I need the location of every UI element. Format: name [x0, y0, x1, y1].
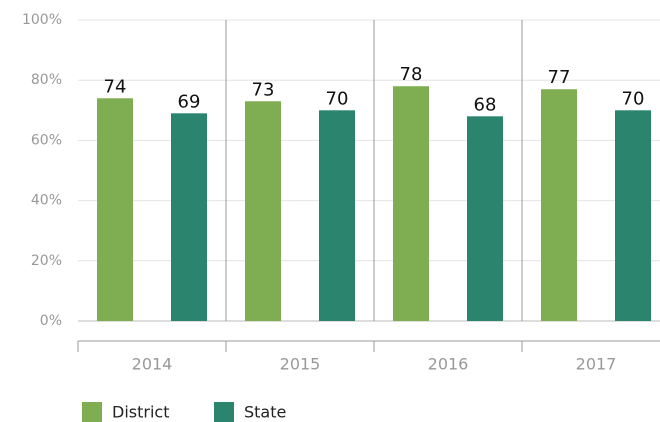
- x-tick-label: 2016: [428, 355, 469, 374]
- bar: [245, 101, 281, 322]
- bar: [171, 113, 207, 321]
- data-label: 70: [326, 88, 349, 109]
- x-tick-label: 2017: [576, 355, 617, 374]
- y-tick-label: 100%: [22, 12, 62, 28]
- y-tick-label: 20%: [31, 253, 62, 269]
- y-tick-label: 0%: [40, 313, 62, 329]
- bar: [319, 110, 355, 321]
- data-label: 77: [548, 67, 571, 88]
- legend-swatch: [214, 402, 234, 422]
- legend-label: State: [244, 403, 286, 422]
- x-tick-label: 2014: [132, 355, 173, 374]
- y-tick-label: 80%: [31, 72, 62, 88]
- x-tick-label: 2015: [280, 355, 321, 374]
- bar: [97, 98, 133, 321]
- data-label: 70: [622, 88, 645, 109]
- data-label: 69: [178, 91, 201, 112]
- y-tick-label: 60%: [31, 132, 62, 148]
- legend-label: District: [112, 403, 169, 422]
- bar: [393, 86, 429, 321]
- legend-swatch: [82, 402, 102, 422]
- bar: [615, 110, 651, 321]
- bar: [541, 89, 577, 321]
- bar: [467, 116, 503, 321]
- y-tick-label: 40%: [31, 193, 62, 209]
- data-label: 74: [104, 76, 127, 97]
- data-label: 78: [400, 64, 423, 85]
- data-label: 68: [474, 94, 497, 115]
- data-label: 73: [252, 79, 275, 100]
